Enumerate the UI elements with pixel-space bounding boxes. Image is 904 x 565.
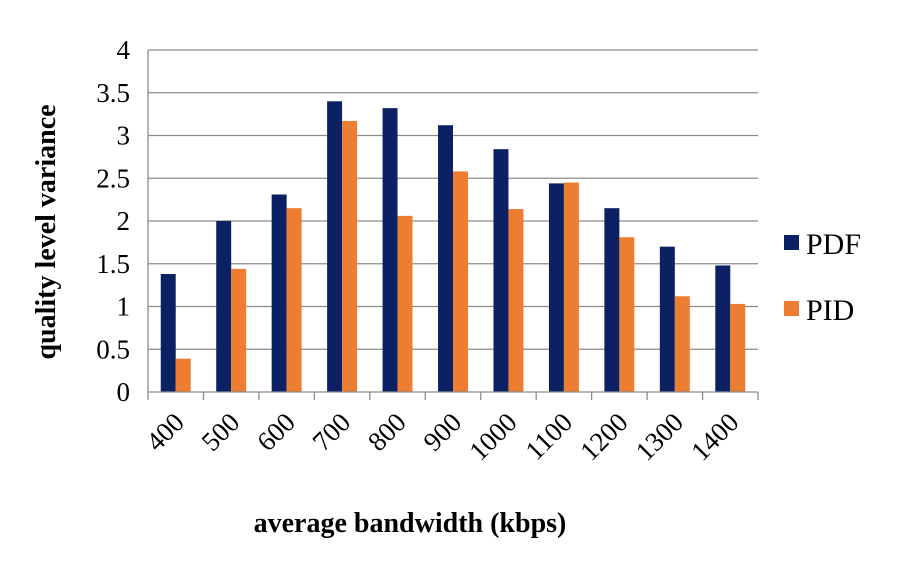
x-tick-label: 1100	[519, 407, 578, 466]
y-tick-label: 4	[117, 35, 131, 65]
bar-pid-700	[342, 120, 358, 392]
bar-pid-1400	[730, 303, 746, 392]
bar-pdf-900	[438, 125, 453, 393]
y-tick-label: 2.5	[96, 163, 130, 193]
bar-pid-400	[175, 358, 191, 392]
bar-pdf-1200	[604, 208, 620, 392]
y-tick-label: 0.5	[96, 334, 130, 364]
y-tick-labels: 0 0.5 1 1.5 2 2.5 3 3.5 4	[96, 35, 130, 407]
legend-label-pid: PID	[806, 294, 854, 327]
bar-pid-1300	[674, 296, 690, 392]
bar-pdf-1400	[715, 265, 731, 392]
legend-label-pdf: PDF	[806, 228, 861, 261]
bar-pdf-400	[160, 274, 176, 392]
bar-pdf-600	[271, 194, 287, 392]
y-tick-label: 0	[117, 377, 131, 407]
x-axis-title: average bandwidth (kbps)	[254, 508, 567, 539]
legend-swatch-pid	[784, 301, 799, 316]
legend-swatch-pdf	[784, 235, 799, 250]
bar-pdf-1000	[493, 149, 509, 392]
bar-pid-500	[231, 268, 247, 392]
axes	[147, 50, 759, 400]
bars	[160, 101, 746, 393]
x-tick-label: 500	[196, 407, 246, 457]
bar-pid-800	[397, 215, 413, 392]
y-tick-label: 1.5	[96, 249, 130, 279]
bar-pid-900	[453, 171, 468, 392]
bar-pdf-500	[216, 221, 232, 392]
bar-pid-1200	[619, 237, 635, 392]
x-tick-label: 400	[140, 407, 190, 457]
bar-pid-600	[286, 208, 302, 392]
x-tick-label: 1300	[630, 407, 689, 466]
y-tick-label: 3.5	[96, 78, 130, 108]
legend: PDF PID	[784, 228, 861, 327]
x-tick-label: 600	[251, 407, 301, 457]
y-tick-label: 2	[117, 206, 131, 236]
bar-pdf-1100	[548, 183, 564, 392]
bar-pid-1100	[563, 182, 579, 392]
bar-pdf-700	[327, 101, 343, 393]
x-tick-label: 1000	[463, 407, 522, 466]
x-tick-label: 1200	[574, 407, 633, 466]
x-tick-label: 700	[306, 407, 356, 457]
y-tick-label: 3	[117, 121, 131, 151]
bar-pid-1000	[508, 209, 524, 392]
y-axis-title: quality level variance	[31, 104, 62, 359]
bar-pdf-800	[382, 108, 398, 392]
y-tick-label: 1	[117, 292, 131, 322]
x-tick-label: 900	[417, 407, 467, 457]
x-tick-label: 1400	[685, 407, 744, 466]
x-tick-label: 800	[362, 407, 412, 457]
bar-pdf-1300	[659, 246, 675, 392]
